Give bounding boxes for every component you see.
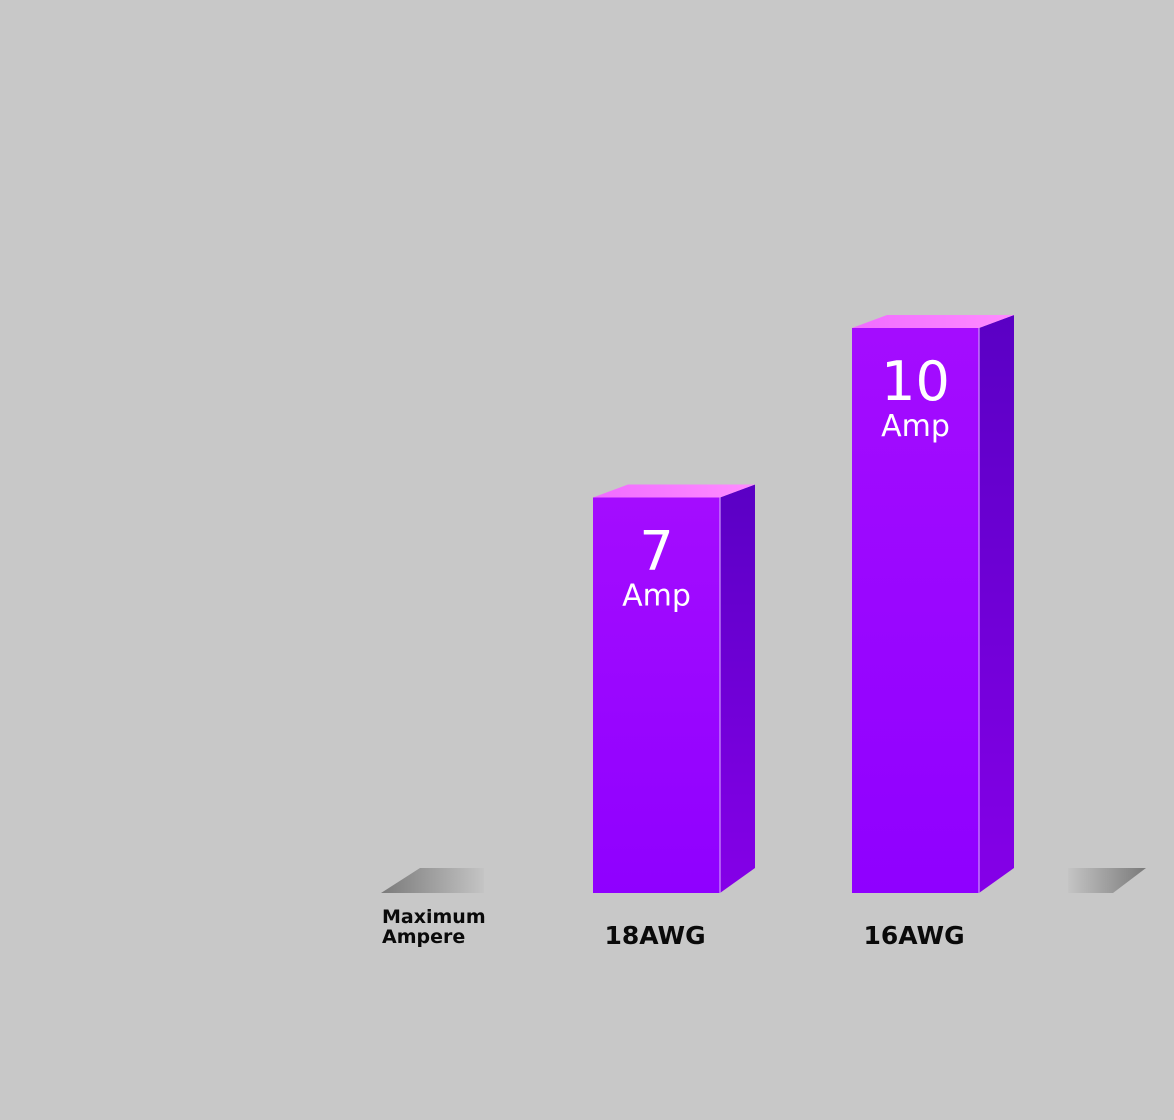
bar-side-16AWG xyxy=(979,315,1014,893)
bar-front-18AWG xyxy=(593,497,720,893)
bar-value-unit-16AWG: Amp xyxy=(881,409,950,444)
bar-value-unit-18AWG: Amp xyxy=(622,579,691,614)
bar-top-18AWG xyxy=(593,484,755,498)
bar-side-18AWG xyxy=(720,484,755,893)
metric-label-line-1: Maximum xyxy=(382,906,486,928)
metric-label: Maximum Ampere xyxy=(382,907,486,947)
bar-value-number-16AWG: 10 xyxy=(881,350,950,413)
floor-marker-right xyxy=(1068,868,1146,893)
category-label-18AWG: 18AWG xyxy=(604,921,706,950)
bar-value-number-18AWG: 7 xyxy=(639,520,673,583)
bar-front-16AWG xyxy=(852,328,979,893)
floor-marker-left xyxy=(381,868,484,893)
category-label-16AWG: 16AWG xyxy=(863,921,965,950)
metric-label-line-2: Ampere xyxy=(382,926,466,948)
bar-top-16AWG xyxy=(852,315,1014,328)
